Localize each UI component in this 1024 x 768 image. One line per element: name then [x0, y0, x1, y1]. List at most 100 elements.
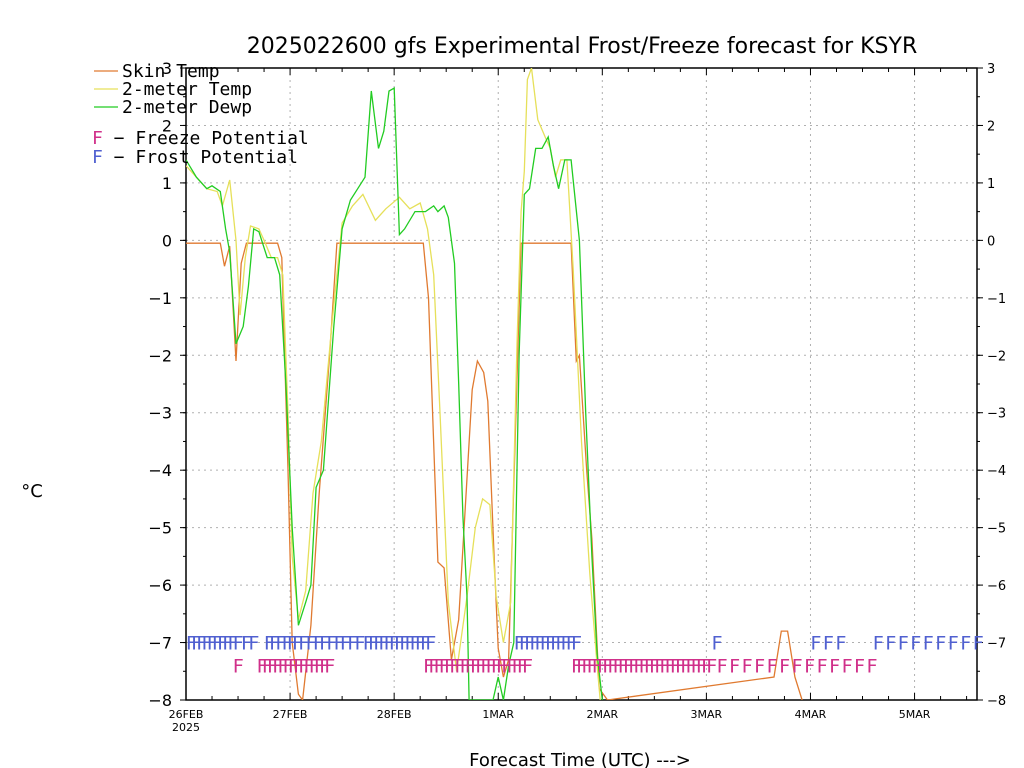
frost-marker: F	[873, 633, 884, 655]
freeze-marker: F	[649, 656, 660, 678]
freeze-marker: F	[304, 656, 315, 678]
frost-marker: F	[373, 633, 384, 655]
freeze-marker: F	[742, 656, 753, 678]
frost-marker: F	[233, 633, 244, 655]
frost-marker: F	[276, 633, 287, 655]
frost-marker: F	[540, 633, 551, 655]
frost-marker: F	[313, 633, 324, 655]
frost-marker: F	[228, 633, 239, 655]
frost-marker: F	[212, 633, 223, 655]
frost-marker: F	[306, 633, 317, 655]
y-tick-label-left: −8	[148, 691, 172, 710]
potential-legend-text: − Freeze Potential	[103, 128, 309, 149]
frost-marker: F	[885, 633, 896, 655]
frost-marker: F	[898, 633, 909, 655]
freeze-marker: F	[686, 656, 697, 678]
frost-marker: F	[264, 633, 275, 655]
y-tick-label-left: −3	[148, 404, 172, 423]
x-tick-sublabel: 2025	[172, 721, 200, 734]
y-tick-label-left: −1	[148, 289, 172, 308]
legend-label: Skin Temp	[122, 61, 220, 82]
frost-marker: F	[202, 633, 213, 655]
frost-marker: F	[248, 633, 259, 655]
series-line-skin-temp	[186, 242, 803, 700]
frost-marker: F	[241, 633, 252, 655]
potential-legend-item: F − Frost Potential	[92, 147, 298, 168]
freeze-marker: F	[691, 656, 702, 678]
freeze-marker: F	[867, 656, 878, 678]
frost-marker: F	[545, 633, 556, 655]
y-tick-label-left: −5	[148, 519, 172, 538]
freeze-marker: F	[267, 656, 278, 678]
freeze-marker: F	[792, 656, 803, 678]
freeze-marker: F	[501, 656, 512, 678]
series-lines	[186, 68, 803, 700]
y-tick-label-right: −2	[987, 349, 1006, 364]
freeze-marker: F	[842, 656, 853, 678]
freeze-marker: F	[587, 656, 598, 678]
freeze-marker: F	[717, 656, 728, 678]
y-tick-label-right: −5	[987, 522, 1006, 537]
frost-marker: F	[425, 633, 436, 655]
freeze-marker: F	[449, 656, 460, 678]
potential-legend-letter: F	[92, 147, 103, 168]
frost-marker: F	[555, 633, 566, 655]
freeze-marker: F	[465, 656, 476, 678]
frost-marker: F	[561, 633, 572, 655]
frost-marker: F	[186, 633, 197, 655]
y-tick-label-left: −2	[148, 346, 172, 365]
frost-marker: F	[327, 633, 338, 655]
freeze-marker: F	[608, 656, 619, 678]
frost-marker: F	[196, 633, 207, 655]
freeze-marker: F	[767, 656, 778, 678]
freeze-marker: F	[623, 656, 634, 678]
freeze-marker: F	[423, 656, 434, 678]
frost-marker: F	[519, 633, 530, 655]
frost-marker: F	[415, 633, 426, 655]
frost-marker: F	[222, 633, 233, 655]
series-line-2-meter-temp	[186, 68, 601, 700]
y-tick-label-left: 3	[162, 59, 172, 78]
frost-marker: F	[217, 633, 228, 655]
y-tick-label-right: 0	[987, 234, 995, 249]
frost-marker: F	[379, 633, 390, 655]
legend-label: 2-meter Temp	[122, 79, 252, 100]
freeze-marker: F	[628, 656, 639, 678]
freeze-marker: F	[517, 656, 528, 678]
legend-label: 2-meter Dewp	[122, 97, 252, 118]
freeze-marker: F	[654, 656, 665, 678]
x-axis-label: Forecast Time (UTC) --->	[469, 750, 691, 768]
x-tick-label: 26FEB	[169, 708, 204, 721]
frost-marker: F	[948, 633, 959, 655]
freeze-marker: F	[582, 656, 593, 678]
x-tick-label: 2MAR	[586, 708, 618, 721]
freeze-marker: F	[491, 656, 502, 678]
freeze-marker: F	[680, 656, 691, 678]
frost-marker: F	[420, 633, 431, 655]
frost-marker: F	[191, 633, 202, 655]
freeze-marker: F	[670, 656, 681, 678]
frost-marker: F	[566, 633, 577, 655]
frost-marker: F	[384, 633, 395, 655]
y-tick-label-left: 2	[162, 116, 172, 135]
freeze-marker: F	[829, 656, 840, 678]
frost-marker: F	[524, 633, 535, 655]
freeze-marker: F	[779, 656, 790, 678]
freeze-marker: F	[496, 656, 507, 678]
frost-marker: F	[394, 633, 405, 655]
freeze-marker: F	[434, 656, 445, 678]
frost-marker: F	[355, 633, 366, 655]
y-axis-label: °C	[21, 481, 43, 502]
freeze-marker: F	[309, 656, 320, 678]
freeze-marker: F	[597, 656, 608, 678]
frost-marker: F	[960, 633, 971, 655]
y-tick-label-left: −6	[148, 576, 172, 595]
y-tick-label-right: −1	[987, 292, 1006, 307]
freeze-marker: F	[470, 656, 481, 678]
freeze-marker: F	[854, 656, 865, 678]
frost-marker: F	[368, 633, 379, 655]
x-tick-label: 5MAR	[899, 708, 931, 721]
freeze-marker: F	[507, 656, 518, 678]
y-tick-label-right: −8	[987, 694, 1006, 709]
freeze-marker: F	[696, 656, 707, 678]
